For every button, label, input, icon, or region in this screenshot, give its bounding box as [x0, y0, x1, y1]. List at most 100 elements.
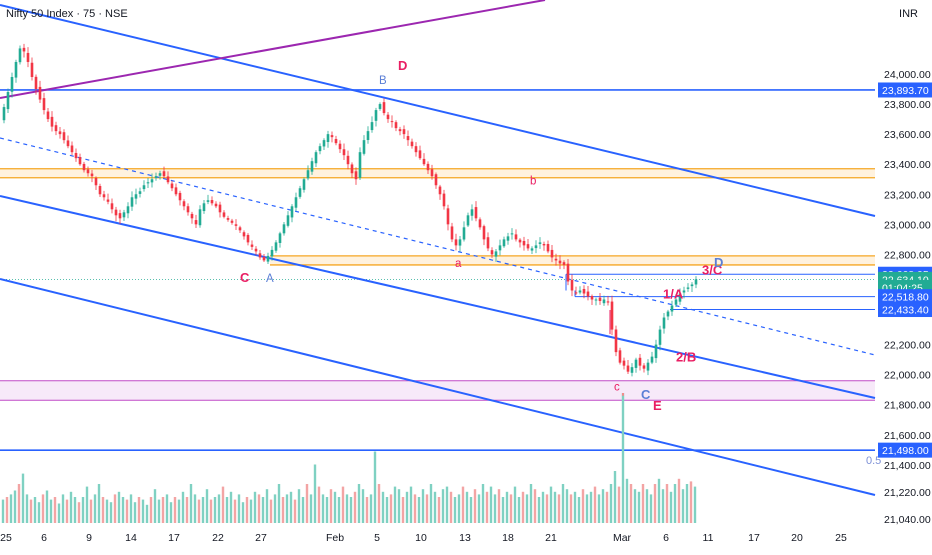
candle-body [158, 173, 162, 176]
volume-bar [465, 491, 469, 523]
candle-body [662, 317, 666, 329]
candle-body [510, 233, 514, 235]
volume-bar [509, 494, 513, 523]
volume-bar [605, 491, 609, 523]
volume-bar [97, 484, 101, 523]
volume-bar [373, 451, 377, 523]
time-axis-tick: 5 [374, 532, 380, 544]
candle-body [262, 256, 266, 261]
volume-bar [369, 494, 373, 523]
price-tag: 21,498.00 [878, 442, 932, 458]
volume-bar [233, 499, 237, 523]
currency-label: INR [899, 8, 918, 20]
volume-bar [297, 489, 301, 523]
candle-body [206, 200, 210, 202]
volume-bar [417, 497, 421, 523]
candle-body [210, 200, 214, 204]
candle-body [110, 203, 114, 210]
candle-body [174, 187, 178, 195]
volume-bar [633, 489, 637, 523]
volume-bar [177, 499, 181, 523]
candle-body [482, 226, 486, 240]
candle-body [410, 141, 414, 147]
volume-bar [105, 499, 109, 523]
candle-body [670, 305, 674, 312]
volume-bar [401, 497, 405, 523]
candle-body [42, 98, 46, 111]
volume-bar [677, 478, 681, 523]
candle-body [422, 158, 426, 165]
candle-body [562, 262, 566, 265]
volume-bar [149, 497, 153, 523]
volume-bar [341, 486, 345, 523]
candle-body [194, 220, 198, 225]
volume-bar [49, 499, 53, 523]
candle-body [530, 248, 534, 251]
candle-body [46, 111, 50, 120]
candle-body [650, 356, 654, 363]
volume-bar [101, 497, 105, 523]
time-axis-tick: 11 [703, 532, 714, 544]
volume-bar [17, 484, 21, 523]
candle-body [234, 224, 238, 226]
volume-bar [597, 494, 601, 523]
volume-bar [289, 491, 293, 523]
volume-bar [89, 499, 93, 523]
candle-body [30, 62, 34, 78]
volume-bar [425, 494, 429, 523]
volume-bar [33, 497, 37, 523]
candle-body [134, 194, 138, 199]
candle-body [270, 249, 274, 257]
volume-bar [469, 497, 473, 523]
volume-bar [73, 497, 77, 523]
volume-bar [625, 478, 629, 523]
price-axis-tick: 21,400.00 [884, 460, 931, 472]
volume-bar [549, 486, 553, 523]
wave-label-c: C [641, 387, 651, 402]
time-axis-tick: 17 [748, 532, 760, 544]
candle-body [350, 164, 354, 174]
volume-bar [381, 491, 385, 523]
candle-body [570, 279, 574, 291]
volume-bar [421, 489, 425, 523]
candle-body [22, 47, 26, 52]
candle-body [78, 157, 82, 165]
demand-zone [0, 380, 875, 401]
candle-body [430, 169, 434, 177]
candle-body [278, 233, 282, 243]
candle-body [342, 149, 346, 156]
candle-body [634, 359, 638, 368]
candle-body [214, 203, 218, 207]
candle-body [394, 122, 398, 129]
volume-bar [617, 486, 621, 523]
volume-bar [209, 499, 213, 523]
volume-bar [21, 473, 25, 523]
volume-bar [413, 494, 417, 523]
time-axis-tick: 17 [168, 532, 180, 544]
candle-body [90, 173, 94, 177]
volume-bar [161, 497, 165, 523]
volume-bar [249, 499, 253, 523]
volume-bar [337, 497, 341, 523]
candle-body [242, 232, 246, 237]
volume-bar [5, 497, 9, 523]
candle-body [10, 77, 14, 92]
time-axis-tick: Mar [613, 532, 632, 544]
resistance-zone [0, 168, 875, 178]
candle-body [610, 301, 614, 330]
candle-body [370, 122, 374, 131]
volume-bar [125, 499, 129, 523]
time-axis-tick: 18 [502, 532, 514, 544]
volume-bar [665, 484, 669, 523]
volume-bar [317, 486, 321, 523]
price-tag-bg [878, 442, 932, 458]
candle-body [402, 129, 406, 135]
price-tag: 22,518.80 [878, 289, 932, 305]
volume-bar [621, 393, 625, 523]
candle-body [414, 146, 418, 153]
candle-body [2, 107, 6, 121]
price-tag-text: 23,893.70 [882, 85, 929, 97]
candle-body [694, 279, 698, 285]
